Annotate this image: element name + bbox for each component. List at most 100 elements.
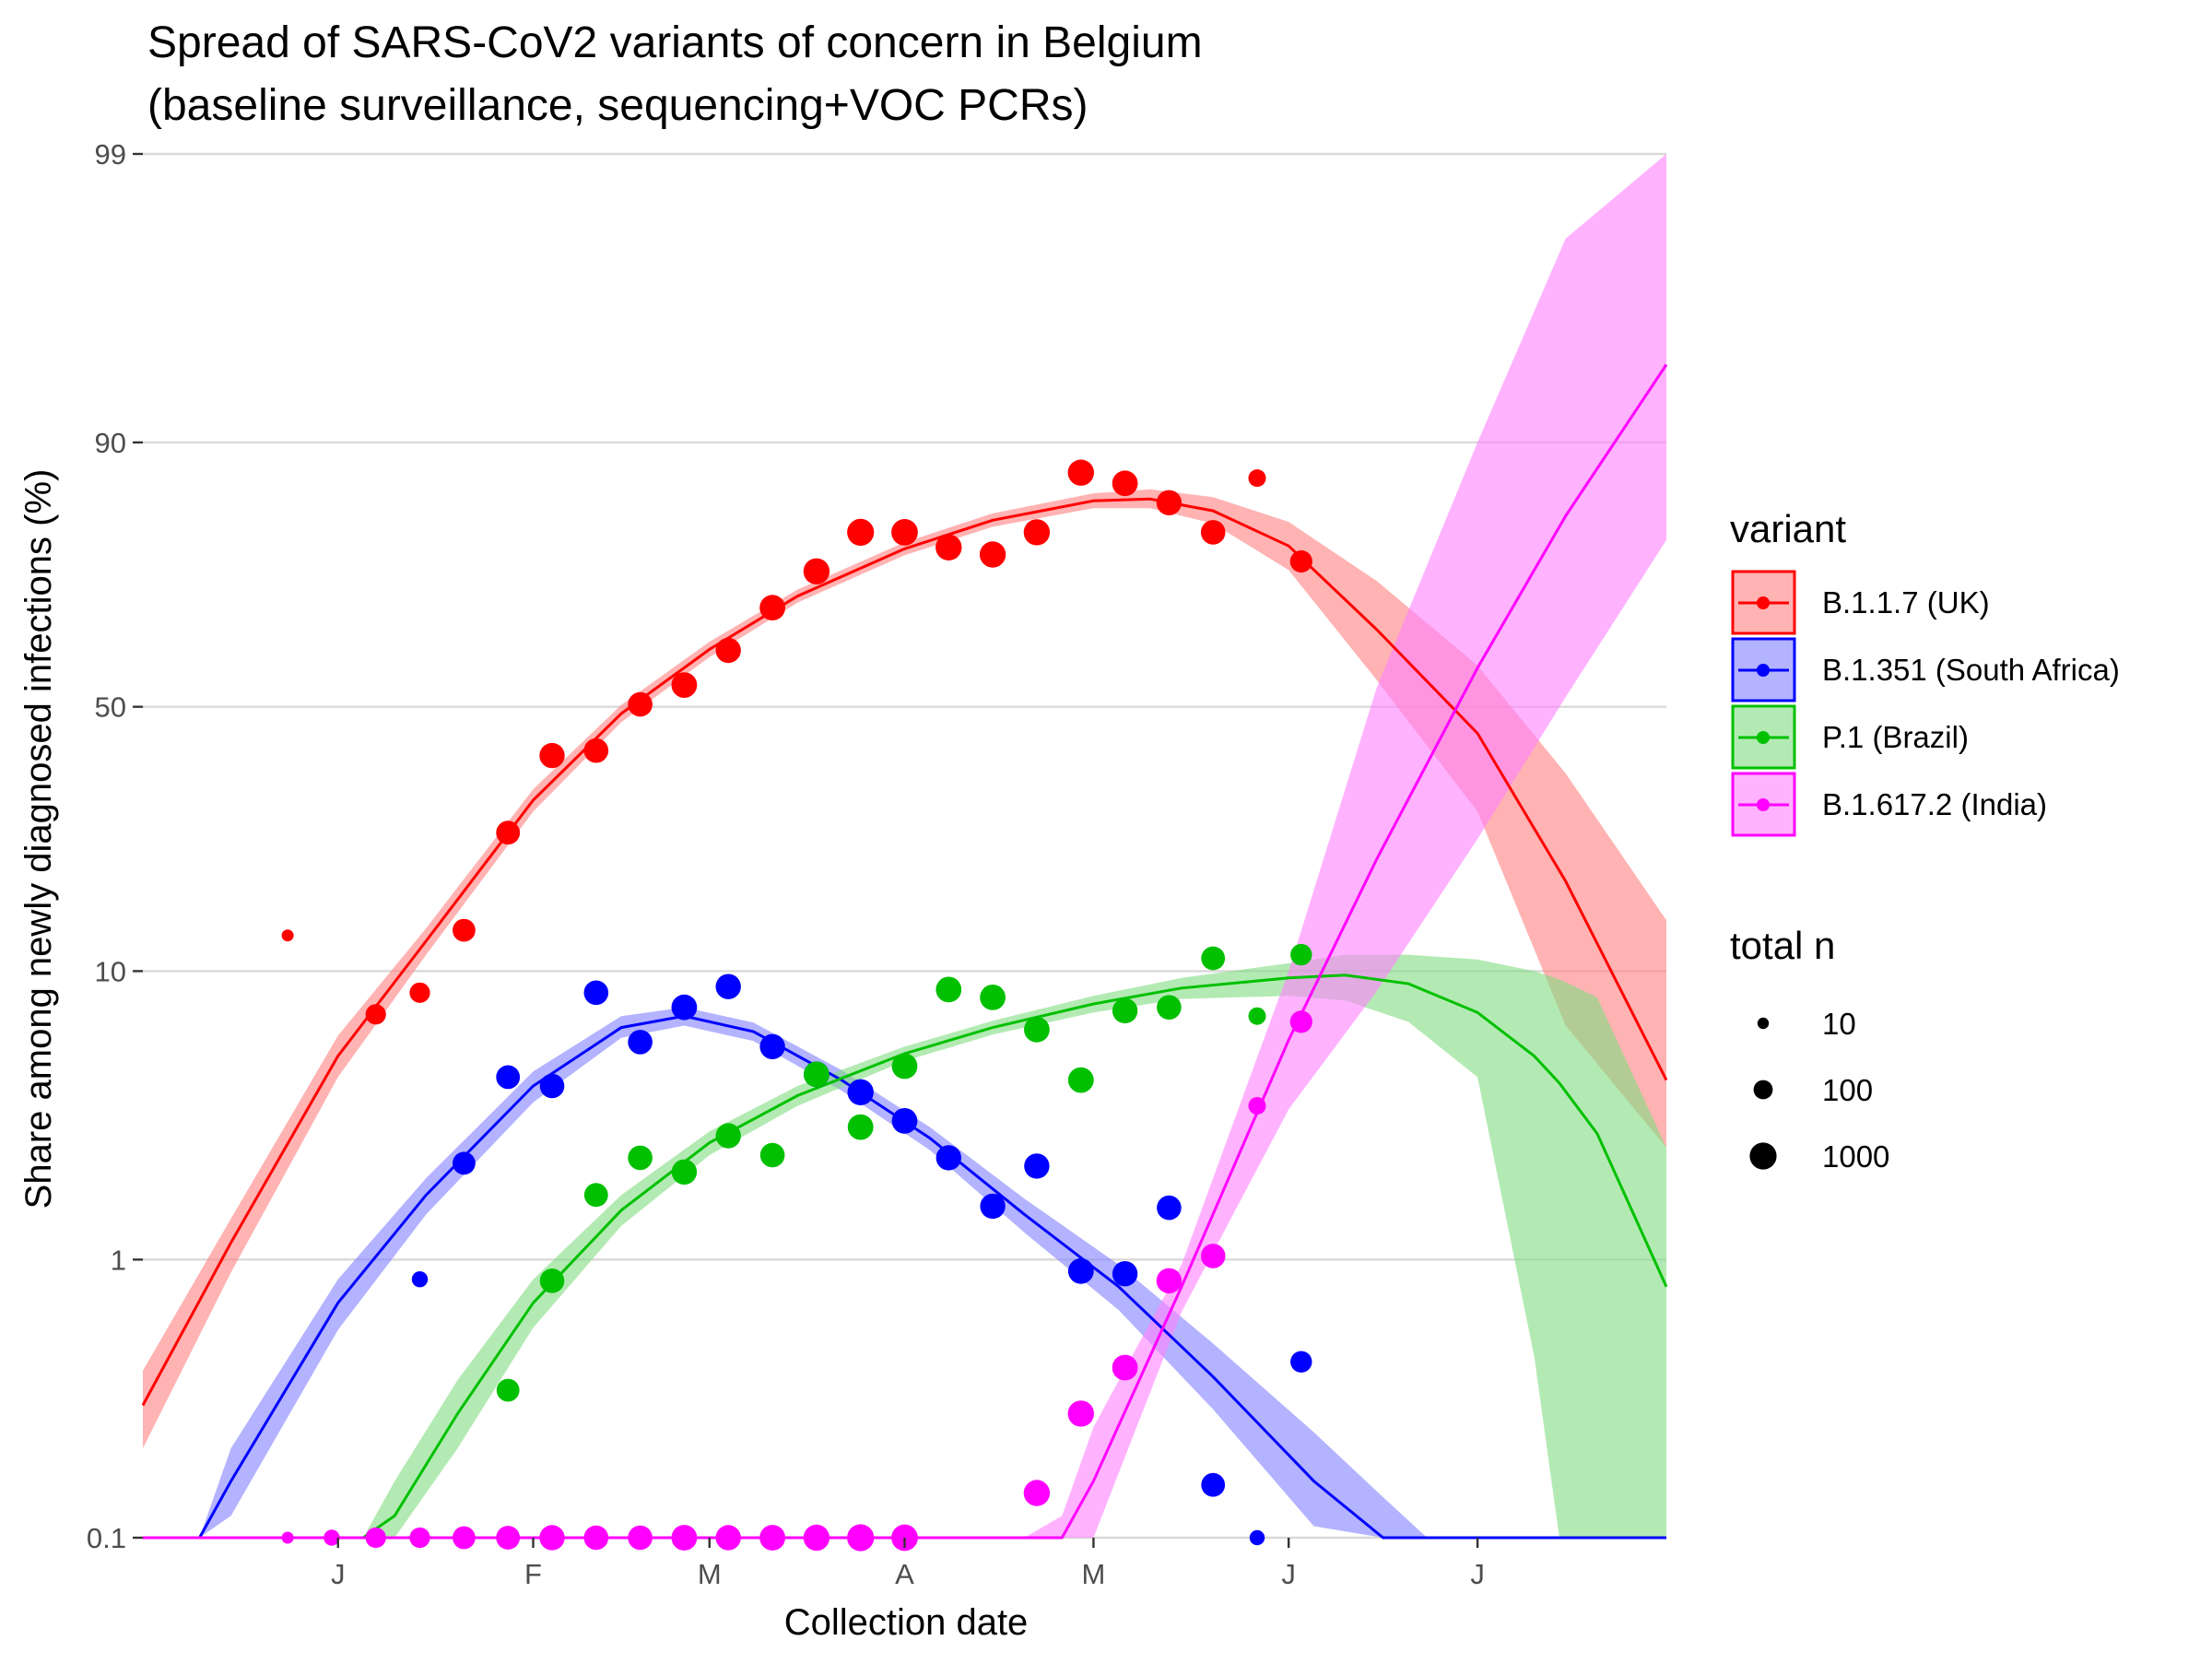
data-point-p-1-brazil [1201, 946, 1226, 971]
data-point-p-1-brazil [847, 1114, 874, 1140]
legend-size-point [1749, 1142, 1777, 1170]
data-point-b-1-351-south-africa [1157, 1195, 1182, 1221]
data-point-p-1-brazil [935, 976, 962, 1003]
legend-variant: B.1.1.7 (UK) B.1.351 (South Africa) P.1 (B… [1731, 570, 2120, 837]
x-tick-label: J [331, 1558, 346, 1590]
confidence-bands [143, 154, 1667, 1538]
legend-label-p-1-brazil: P.1 (Brazil) [1822, 720, 1969, 754]
data-point-p-1-brazil [715, 1123, 741, 1149]
x-tick-label: A [895, 1558, 914, 1590]
data-point-b-1-1-7-uk [1248, 469, 1266, 488]
y-tick-label: 10 [95, 955, 126, 987]
legend-size-label: 1000 [1822, 1139, 1889, 1174]
data-point-b-1-351-south-africa [628, 1030, 653, 1055]
data-point-b-1-617-2-india [671, 1525, 698, 1551]
data-point-b-1-617-2-india [539, 1525, 565, 1551]
data-points [281, 459, 1312, 1552]
data-point-b-1-617-2-india [803, 1524, 830, 1552]
legend-size-point [1757, 1017, 1770, 1030]
data-point-p-1-brazil [1024, 1016, 1050, 1043]
chart-title: Spread of SARS-CoV2 variants of concern … [147, 18, 1203, 67]
data-point-b-1-351-south-africa [411, 1271, 429, 1288]
legend-label-b-1-617-2-india: B.1.617.2 (India) [1822, 787, 2047, 821]
data-point-b-1-1-7-uk [409, 982, 430, 1003]
data-point-b-1-1-7-uk [496, 820, 521, 845]
data-point-b-1-1-7-uk [583, 738, 609, 763]
data-point-p-1-brazil [1290, 943, 1312, 966]
legend-label-b-1-351-south-africa: B.1.351 (South Africa) [1822, 653, 2120, 687]
data-point-b-1-1-7-uk [281, 929, 294, 942]
x-tick-label: J [1470, 1558, 1485, 1590]
legend-size-point [1753, 1080, 1773, 1100]
data-point-b-1-1-7-uk [1067, 459, 1095, 486]
axes: 0.1 1 10 50 90 99 J F M A M J J [87, 138, 1485, 1590]
data-point-b-1-617-2-india [759, 1525, 785, 1551]
x-tick-label: J [1281, 1558, 1296, 1590]
data-point-b-1-1-7-uk [935, 534, 962, 561]
fit-line-b-1-351-south-africa [198, 1014, 1666, 1540]
data-point-b-1-617-2-india [453, 1526, 476, 1550]
data-point-b-1-351-south-africa [1290, 1351, 1312, 1373]
data-point-b-1-351-south-africa [1249, 1529, 1265, 1546]
data-point-b-1-617-2-india [628, 1525, 653, 1551]
data-point-b-1-1-7-uk [539, 742, 565, 769]
legend-size: 10 100 1000 [1749, 1007, 1889, 1174]
legend-size-label: 100 [1822, 1073, 1873, 1107]
data-point-b-1-351-south-africa [935, 1145, 961, 1171]
data-point-b-1-1-7-uk [891, 519, 918, 546]
data-point-b-1-1-7-uk [759, 595, 785, 621]
data-point-b-1-617-2-india [365, 1527, 386, 1549]
data-point-b-1-617-2-india [281, 1531, 294, 1544]
data-point-b-1-1-7-uk [1156, 490, 1182, 515]
data-point-b-1-1-7-uk [453, 918, 476, 942]
legend-size-title: total n [1730, 924, 1835, 967]
data-point-b-1-1-7-uk [1200, 520, 1226, 545]
data-point-p-1-brazil [496, 1378, 520, 1402]
data-point-p-1-brazil [583, 1183, 608, 1208]
legend-key-point [1757, 731, 1770, 744]
data-point-b-1-351-south-africa [1024, 1153, 1050, 1179]
data-point-b-1-1-7-uk [1289, 549, 1312, 573]
data-point-b-1-1-7-uk [715, 637, 741, 664]
legend-label-b-1-1-7-uk: B.1.1.7 (UK) [1822, 585, 1990, 620]
chart-subtitle: (baseline surveillance, sequencing+VOC P… [147, 81, 1088, 130]
ci-band-b-1-617-2-india [143, 154, 1666, 1538]
legend-size-label: 10 [1822, 1007, 1856, 1041]
data-point-b-1-617-2-india [583, 1525, 609, 1551]
data-point-p-1-brazil [1112, 997, 1138, 1024]
x-tick-label: M [1082, 1558, 1106, 1590]
data-point-p-1-brazil [1067, 1067, 1094, 1093]
data-point-b-1-617-2-india [1156, 1268, 1182, 1294]
data-point-b-1-351-south-africa [453, 1151, 476, 1175]
fit-line-b-1-617-2-india [143, 363, 1668, 1540]
data-point-p-1-brazil [891, 1053, 918, 1080]
x-axis-label: Collection date [784, 1602, 1029, 1643]
data-point-b-1-617-2-india [847, 1524, 875, 1552]
data-point-b-1-617-2-india [1289, 1010, 1312, 1033]
legend-key-point [1757, 798, 1770, 811]
y-tick-label: 0.1 [87, 1522, 126, 1554]
data-point-b-1-617-2-india [1200, 1244, 1226, 1269]
data-point-b-1-617-2-india [715, 1525, 741, 1551]
data-point-b-1-1-7-uk [803, 558, 830, 584]
data-point-b-1-1-7-uk [847, 518, 875, 547]
data-point-b-1-617-2-india [324, 1529, 340, 1546]
data-point-b-1-351-south-africa [1112, 1261, 1138, 1287]
data-point-b-1-1-7-uk [628, 691, 653, 717]
data-point-b-1-351-south-africa [1201, 1472, 1226, 1497]
fit-line-p-1-brazil [362, 974, 1668, 1540]
legend-key-point [1757, 664, 1770, 677]
data-point-b-1-351-south-africa [980, 1193, 1006, 1220]
data-point-b-1-617-2-india [1067, 1400, 1095, 1427]
data-point-b-1-351-south-africa [759, 1033, 785, 1060]
data-point-b-1-351-south-africa [539, 1073, 565, 1099]
data-point-p-1-brazil [671, 1159, 698, 1186]
y-axis-label: Share among newly diagnosed infections (… [18, 469, 59, 1210]
data-point-p-1-brazil [804, 1061, 830, 1088]
data-point-b-1-351-south-africa [496, 1065, 521, 1090]
y-tick-label: 50 [95, 691, 126, 724]
legend-key-point [1757, 596, 1770, 609]
data-point-b-1-617-2-india [1248, 1097, 1266, 1115]
